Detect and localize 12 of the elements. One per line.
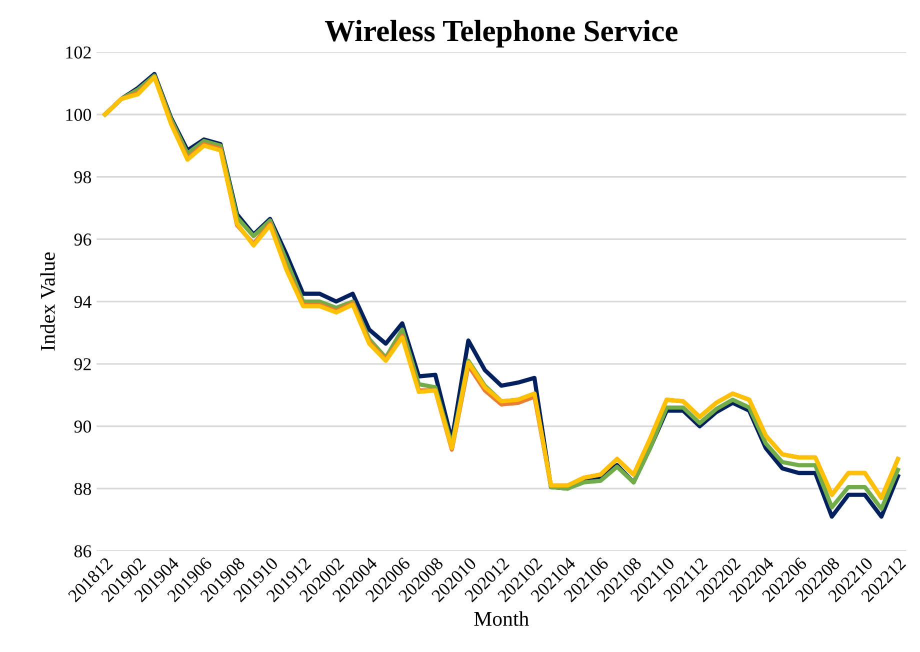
x-axis-title: Month	[474, 611, 529, 626]
y-tick-label: 88	[74, 482, 92, 496]
y-tick-label: 98	[74, 171, 92, 184]
chart-title: Wireless Telephone Service	[324, 20, 678, 48]
y-tick-label: 100	[66, 108, 92, 121]
y-axis-title: Index Value	[40, 252, 55, 351]
y-tick-label: 92	[74, 358, 91, 370]
y-tick-label: 86	[74, 545, 92, 558]
y-tick-label: 94	[74, 296, 92, 308]
y-tick-label: 96	[74, 234, 92, 246]
y-tick-label: 102	[66, 46, 91, 59]
y-tick-label: 90	[74, 420, 92, 433]
